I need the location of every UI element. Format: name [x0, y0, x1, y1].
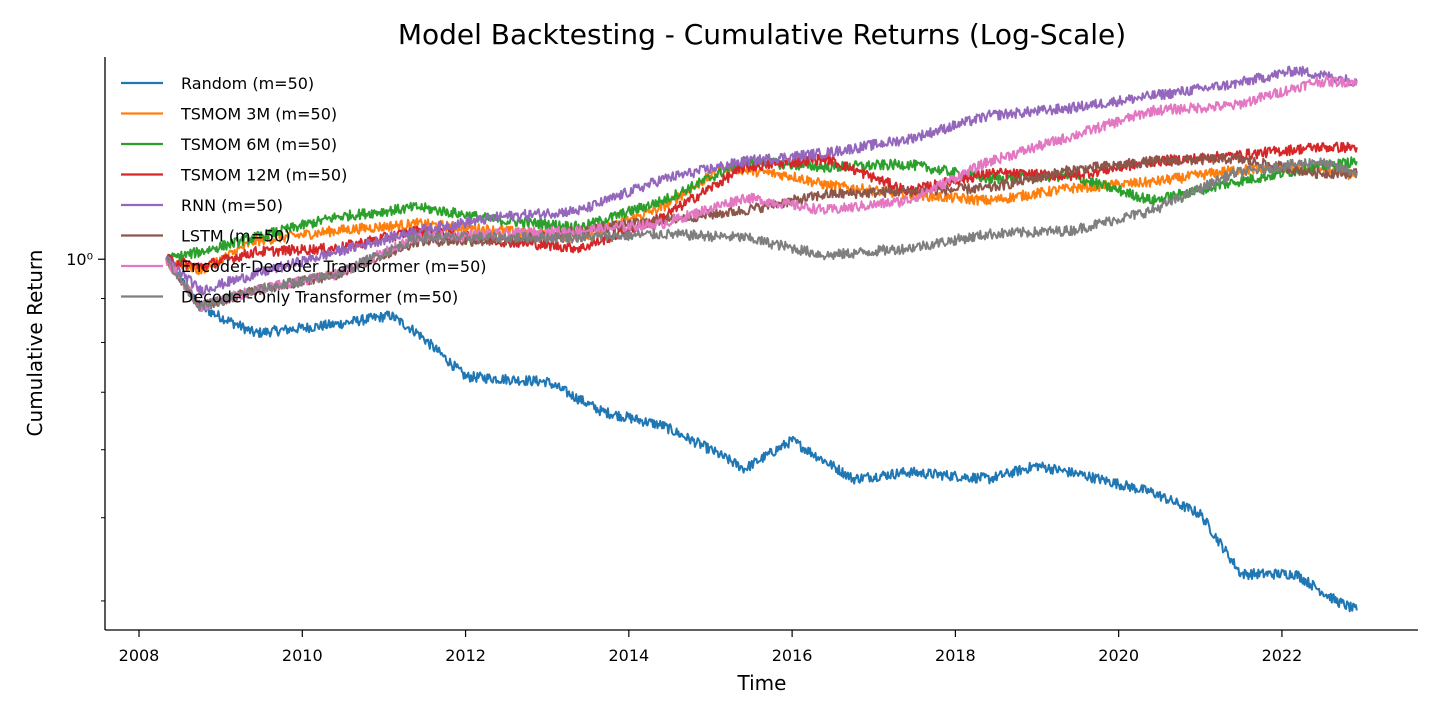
y-ticks: 10⁰	[66, 250, 105, 602]
x-tick-label: 2014	[608, 646, 649, 665]
legend: Random (m=50) TSMOM 3M (m=50) TSMOM 6M (m=…	[121, 74, 487, 307]
legend-label: RNN (m=50)	[181, 196, 283, 215]
legend-label: TSMOM 3M (m=50)	[180, 105, 337, 124]
legend-label: LSTM (m=50)	[181, 227, 291, 246]
x-tick-label: 2018	[935, 646, 976, 665]
x-tick-label: 2012	[445, 646, 486, 665]
legend-label: TSMOM 12M (m=50)	[180, 166, 347, 185]
legend-label: TSMOM 6M (m=50)	[180, 135, 337, 154]
legend-label: Random (m=50)	[181, 74, 314, 93]
series-line	[165, 257, 1358, 613]
x-axis-label: Time	[737, 671, 787, 695]
x-tick-label: 2016	[772, 646, 813, 665]
series-line	[165, 65, 1358, 296]
x-tick-label: 2022	[1262, 646, 1303, 665]
legend-label: Encoder-Decoder Transformer (m=50)	[181, 257, 487, 276]
series-line	[165, 157, 1358, 312]
y-axis-label: Cumulative Return	[23, 250, 47, 437]
x-tick-label: 2010	[282, 646, 323, 665]
chart-title: Model Backtesting - Cumulative Returns (…	[398, 18, 1126, 51]
x-ticks: 2008 2010 2012 2014 2016 2018 2020 2022	[119, 630, 1303, 665]
plot-lines	[165, 65, 1358, 613]
axes	[104, 57, 1418, 631]
legend-label: Decoder-Only Transformer (m=50)	[181, 288, 458, 307]
y-tick-label: 10⁰	[66, 250, 93, 269]
x-tick-label: 2020	[1098, 646, 1139, 665]
x-tick-label: 2008	[119, 646, 160, 665]
